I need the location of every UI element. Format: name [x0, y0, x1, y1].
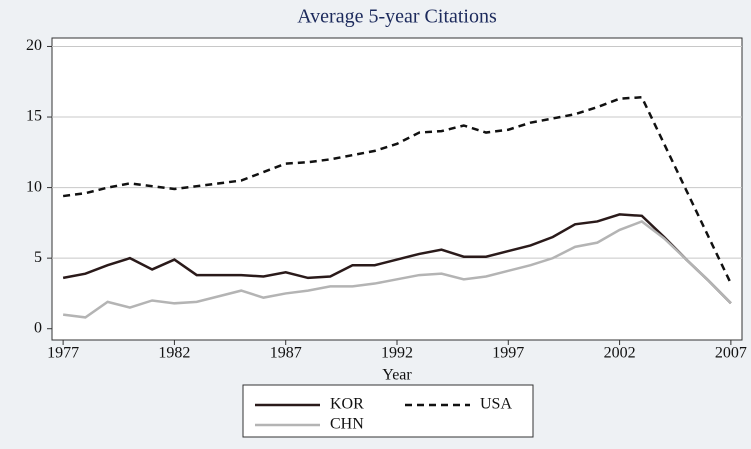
x-tick-label: 2002 [604, 345, 636, 362]
x-tick-label: 1987 [270, 345, 302, 362]
series-line [62, 95, 732, 285]
y-tick-label: 5 [34, 249, 42, 266]
x-axis-label: Year [382, 367, 412, 384]
legend-label: KOR [330, 396, 364, 413]
legend [242, 384, 534, 438]
x-tick-label: 2007 [715, 345, 747, 362]
y-tick-label: 0 [34, 319, 42, 336]
x-tick-label: 1992 [381, 345, 413, 362]
series-line [62, 220, 732, 319]
y-tick-label: 15 [26, 108, 42, 125]
x-tick-label: 1977 [47, 345, 79, 362]
y-tick-label: 10 [26, 178, 42, 195]
legend-label: USA [480, 396, 512, 413]
plot-area [51, 37, 743, 341]
legend-label: CHN [330, 416, 364, 433]
y-tick-label: 20 [26, 37, 42, 54]
chart-title: Average 5-year Citations [297, 6, 497, 28]
x-tick-label: 1982 [158, 345, 190, 362]
x-tick-label: 1997 [492, 345, 524, 362]
series-line [62, 213, 732, 305]
